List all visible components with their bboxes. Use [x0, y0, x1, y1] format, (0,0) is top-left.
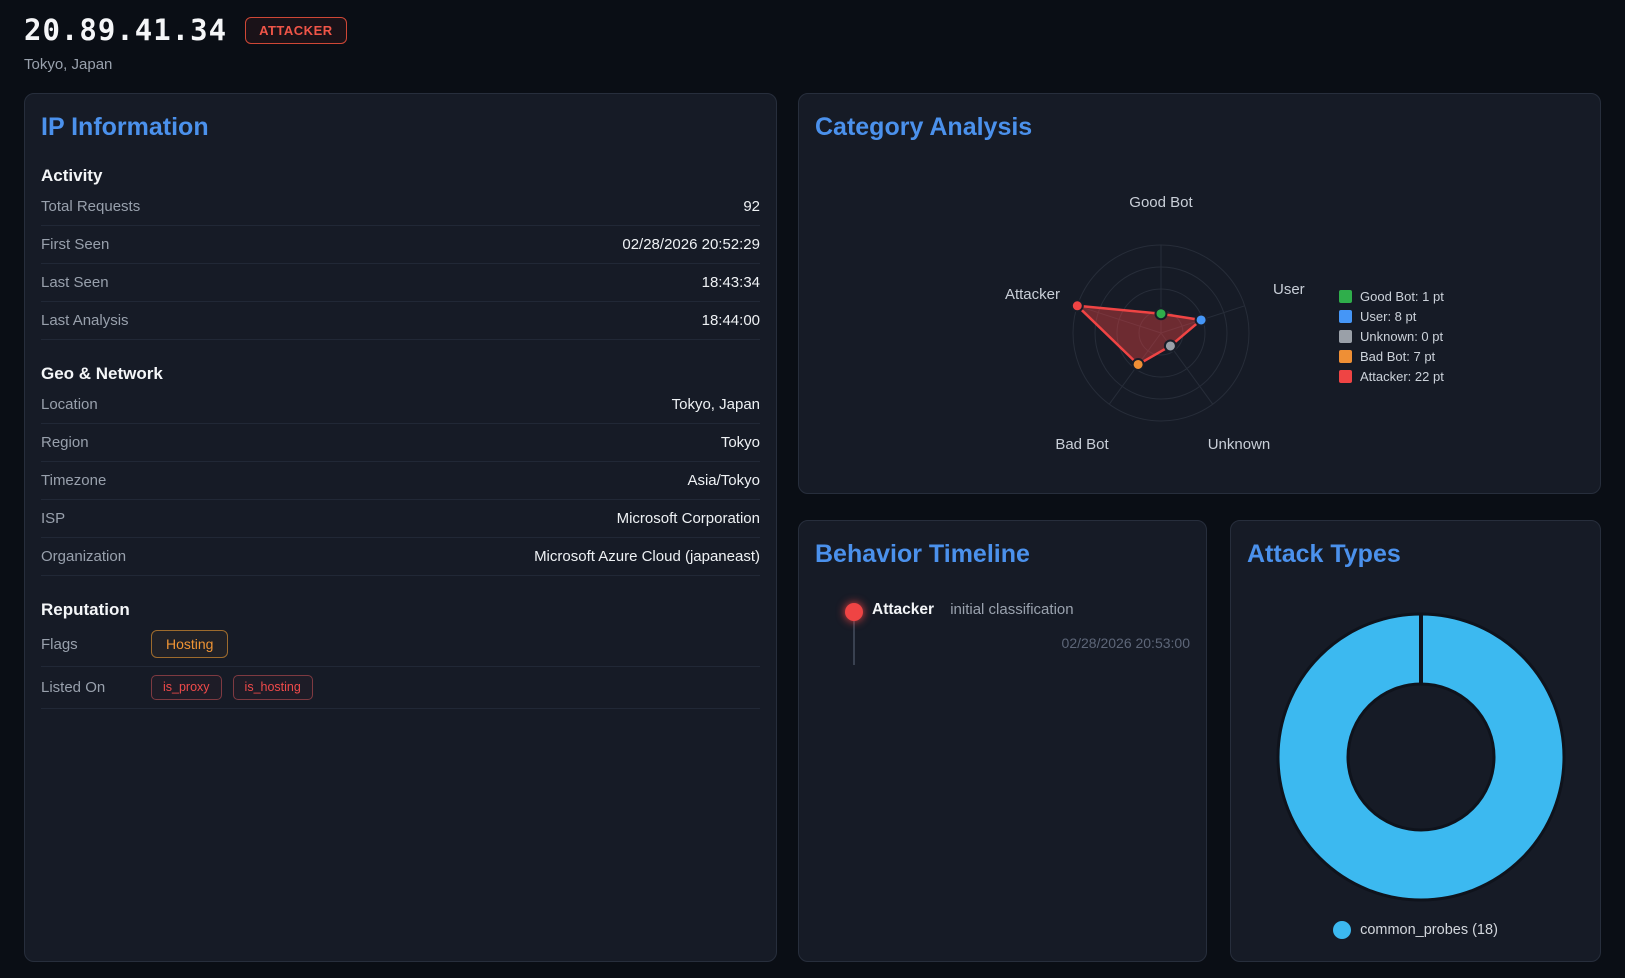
radar-axis-label: Bad Bot	[1055, 436, 1109, 453]
section-heading: Activity	[41, 166, 103, 185]
legend-label: Unknown: 0 pt	[1360, 328, 1444, 344]
badge-group: is_proxy is_hosting	[151, 675, 760, 700]
attack-types-panel: Attack Types common_probes (18)	[1230, 520, 1601, 962]
panel-title: Category Analysis	[815, 113, 1033, 141]
info-value: 92	[743, 198, 760, 215]
flag-badge: is_hosting	[232, 675, 313, 700]
legend-swatch	[1339, 369, 1352, 383]
ip-info-body: Activity Total Requests 92 First Seen 02/28/…	[41, 166, 760, 709]
info-row: Location Tokyo, Japan	[41, 386, 760, 424]
info-row: Last Seen 18:43:34	[41, 264, 760, 302]
legend-swatch	[1339, 289, 1352, 303]
ip-information-panel: IP Information Activity Total Requests 92 F…	[24, 93, 777, 962]
timeline-rail	[853, 605, 855, 665]
legend-item[interactable]: Attacker: 22 pt	[1339, 366, 1444, 386]
legend-swatch	[1339, 329, 1352, 343]
info-row: Flags Hosting	[41, 622, 760, 667]
info-row: Organization Microsoft Azure Cloud (japan…	[41, 538, 760, 576]
legend-swatch	[1339, 349, 1352, 363]
info-value: Asia/Tokyo	[687, 472, 760, 489]
info-value: Microsoft Azure Cloud (japaneast)	[534, 548, 760, 565]
panel-title: IP Information	[41, 113, 209, 141]
info-label: ISP	[41, 510, 66, 527]
flag-badge: Hosting	[151, 630, 229, 658]
timeline-dot	[845, 603, 863, 621]
legend-label: Good Bot: 1 pt	[1360, 288, 1444, 304]
radar-axis-label: Unknown	[1208, 436, 1271, 453]
info-label: Total Requests	[41, 198, 141, 215]
info-value: Microsoft Corporation	[616, 510, 760, 527]
badge-group: Hosting	[151, 630, 760, 658]
info-label: First Seen	[41, 236, 110, 253]
legend-item[interactable]: User: 8 pt	[1339, 306, 1444, 326]
dashboard-grid: IP Information Activity Total Requests 92 F…	[24, 93, 1601, 962]
info-label: Region	[41, 434, 89, 451]
flag-badge: is_proxy	[151, 675, 222, 700]
info-value: 18:43:34	[701, 274, 760, 291]
info-value: Tokyo, Japan	[671, 396, 760, 413]
header: 20.89.41.34 ATTACKER Tokyo, Japan	[24, 13, 1601, 73]
legend-label: Attacker: 22 pt	[1360, 368, 1444, 384]
legend-swatch	[1333, 921, 1352, 939]
legend-label: common_probes (18)	[1360, 922, 1498, 938]
info-label: Organization	[41, 548, 127, 565]
legend-item[interactable]: Good Bot: 1 pt	[1339, 286, 1444, 306]
info-label: Last Analysis	[41, 312, 129, 329]
info-label: Location	[41, 396, 98, 413]
section-heading: Geo & Network	[41, 364, 163, 383]
radar-axis-label: Attacker	[1005, 286, 1060, 303]
panel-title: Attack Types	[1247, 540, 1401, 568]
panel-title: Behavior Timeline	[815, 540, 1030, 568]
event-label: Attacker	[872, 601, 935, 618]
info-row: First Seen 02/28/2026 20:52:29	[41, 226, 760, 264]
info-label: Last Seen	[41, 274, 109, 291]
info-row: Last Analysis 18:44:00	[41, 302, 760, 340]
info-label: Timezone	[41, 472, 107, 489]
info-row: Region Tokyo	[41, 424, 760, 462]
legend-item[interactable]: Unknown: 0 pt	[1339, 326, 1444, 346]
legend-label: Bad Bot: 7 pt	[1360, 348, 1436, 364]
section-heading: Reputation	[41, 600, 130, 619]
donut-chart[interactable]	[1231, 521, 1601, 961]
legend-label: User: 8 pt	[1360, 308, 1417, 324]
info-value: 02/28/2026 20:52:29	[622, 236, 760, 253]
ip-address: 20.89.41.34	[24, 13, 228, 47]
radar-axis-label: Good Bot	[1129, 194, 1193, 211]
right-column: Category Analysis Good Bot User Unknown Bad…	[798, 93, 1601, 962]
info-row: Total Requests 92	[41, 188, 760, 226]
classification-badge: ATTACKER	[245, 16, 347, 44]
legend-item[interactable]: Bad Bot: 7 pt	[1339, 346, 1444, 366]
radar-axis-label: User	[1273, 281, 1305, 298]
behavior-timeline-panel: Behavior Timeline Attacker initial class…	[798, 520, 1207, 962]
info-value: 18:44:00	[701, 312, 760, 329]
timeline: Attacker initial classification 02/28/20…	[815, 601, 1190, 665]
radar-chart[interactable]: Good Bot User Unknown Bad Bot Attacker	[799, 154, 1523, 494]
event-timestamp: 02/28/2026 20:53:00	[1061, 635, 1190, 651]
category-analysis-panel: Category Analysis Good Bot User Unknown Bad…	[798, 93, 1601, 494]
info-label: Listed On	[41, 678, 106, 696]
info-row: ISP Microsoft Corporation	[41, 500, 760, 538]
info-row: Timezone Asia/Tokyo	[41, 462, 760, 500]
timeline-event: Attacker initial classification 02/28/20…	[872, 601, 1190, 651]
info-value: Tokyo	[720, 434, 760, 451]
event-description: initial classification	[950, 601, 1074, 618]
legend-swatch	[1339, 309, 1352, 323]
radar-legend: Good Bot: 1 pt User: 8 pt Unknown: 0 pt Bad…	[1339, 286, 1444, 386]
location-subtitle: Tokyo, Japan	[24, 56, 113, 73]
bottom-row: Behavior Timeline Attacker initial class…	[798, 520, 1601, 962]
info-row: Listed On is_proxy is_hosting	[41, 667, 760, 709]
info-label: Flags	[41, 635, 78, 653]
donut-legend[interactable]: common_probes (18)	[1231, 921, 1600, 939]
